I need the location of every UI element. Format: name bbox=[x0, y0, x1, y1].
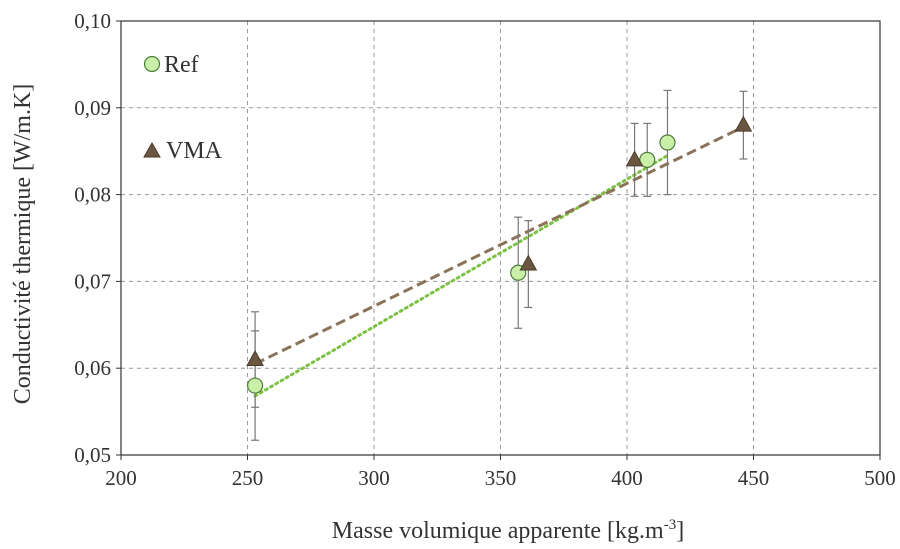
legend-label-vma: VMA bbox=[166, 138, 223, 164]
y-tick-label: 0,08 bbox=[74, 183, 111, 207]
x-axis-title-end: ] bbox=[676, 518, 684, 544]
trend-lines bbox=[253, 125, 745, 398]
data-point-vma bbox=[519, 254, 538, 271]
legend-marker-ref bbox=[143, 55, 161, 73]
x-tick-label: 450 bbox=[738, 466, 770, 490]
x-tick-label: 200 bbox=[105, 466, 137, 490]
data-markers bbox=[246, 115, 753, 394]
data-point-vma bbox=[246, 349, 264, 367]
legend: Ref VMA bbox=[143, 52, 223, 164]
x-axis-title: Masse volumique apparente [kg.m-3] bbox=[332, 517, 684, 544]
x-axis-title-main: Masse volumique apparente [kg.m bbox=[332, 518, 664, 544]
data-point-vma bbox=[734, 115, 753, 132]
legend-item-vma: VMA bbox=[143, 138, 223, 164]
data-point-vma bbox=[625, 150, 644, 167]
x-tick-label: 350 bbox=[485, 466, 517, 490]
data-point-ref bbox=[246, 377, 264, 394]
legend-marker-vma bbox=[143, 141, 161, 158]
y-axis-title: Conductivité thermique [W/m.K] bbox=[10, 84, 36, 405]
axis-ticks: 200 250 300 350 400 450 500 0,05 0,06 0,07 0,08 0,0… bbox=[74, 9, 896, 490]
y-tick-label: 0,09 bbox=[74, 96, 111, 120]
x-tick-label: 300 bbox=[358, 466, 390, 490]
grid-lines bbox=[121, 21, 880, 455]
y-tick-label: 0,07 bbox=[74, 269, 111, 293]
y-tick-label: 0,10 bbox=[74, 9, 111, 33]
legend-item-ref: Ref bbox=[143, 52, 199, 78]
trendline-vma bbox=[254, 125, 745, 366]
data-point-ref bbox=[659, 134, 676, 151]
x-tick-label: 250 bbox=[232, 466, 264, 490]
legend-label-ref: Ref bbox=[164, 52, 199, 78]
y-tick-label: 0,05 bbox=[74, 443, 111, 467]
y-tick-label: 0,06 bbox=[74, 356, 111, 380]
x-axis-title-sup: -3 bbox=[664, 517, 677, 533]
x-tick-label: 400 bbox=[611, 466, 643, 490]
x-tick-label: 500 bbox=[864, 466, 896, 490]
trendline-ref bbox=[253, 154, 669, 398]
